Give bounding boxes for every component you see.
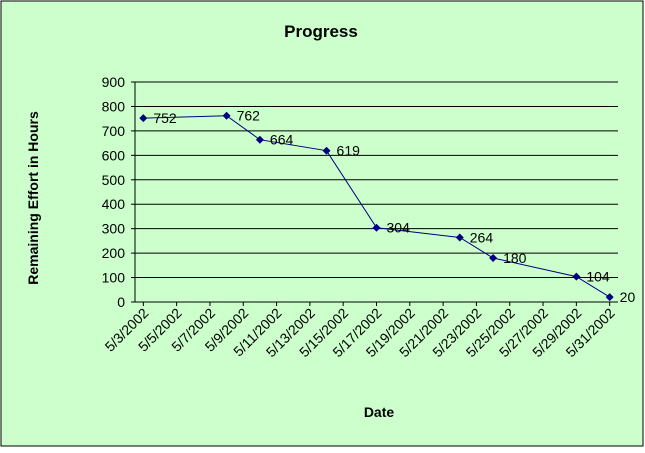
y-tick-label: 900: [102, 74, 126, 90]
data-label: 264: [470, 229, 494, 245]
point-marker: [255, 135, 264, 144]
data-label: 752: [153, 110, 177, 126]
y-tick-label: 400: [102, 196, 126, 212]
y-tick-label: 100: [102, 270, 126, 286]
y-tick-label: 800: [102, 98, 126, 114]
data-label: 619: [337, 143, 361, 159]
data-label: 304: [387, 220, 411, 236]
y-tick-label: 300: [102, 221, 126, 237]
y-axis-label: Remaining Effort in Hours: [25, 111, 41, 285]
y-tick-label: 0: [117, 294, 125, 310]
x-axis-label: Date: [364, 404, 395, 420]
data-label: 180: [503, 250, 527, 266]
data-label: 104: [586, 269, 610, 285]
y-tick-label: 200: [102, 245, 126, 261]
point-marker: [489, 254, 498, 262]
y-tick-label: 500: [102, 172, 126, 188]
point-marker: [605, 293, 614, 302]
data-label: 20: [620, 289, 636, 305]
y-tick-label: 600: [102, 147, 126, 163]
y-tick-label: 700: [102, 123, 126, 139]
point-marker: [455, 233, 464, 242]
data-label: 664: [270, 132, 294, 148]
data-label: 762: [237, 108, 261, 124]
point-marker: [572, 272, 581, 281]
point-marker: [322, 146, 331, 155]
point-marker: [372, 223, 381, 232]
chart-title: Progress: [284, 22, 358, 41]
point-marker: [139, 114, 148, 123]
point-marker: [222, 111, 231, 120]
